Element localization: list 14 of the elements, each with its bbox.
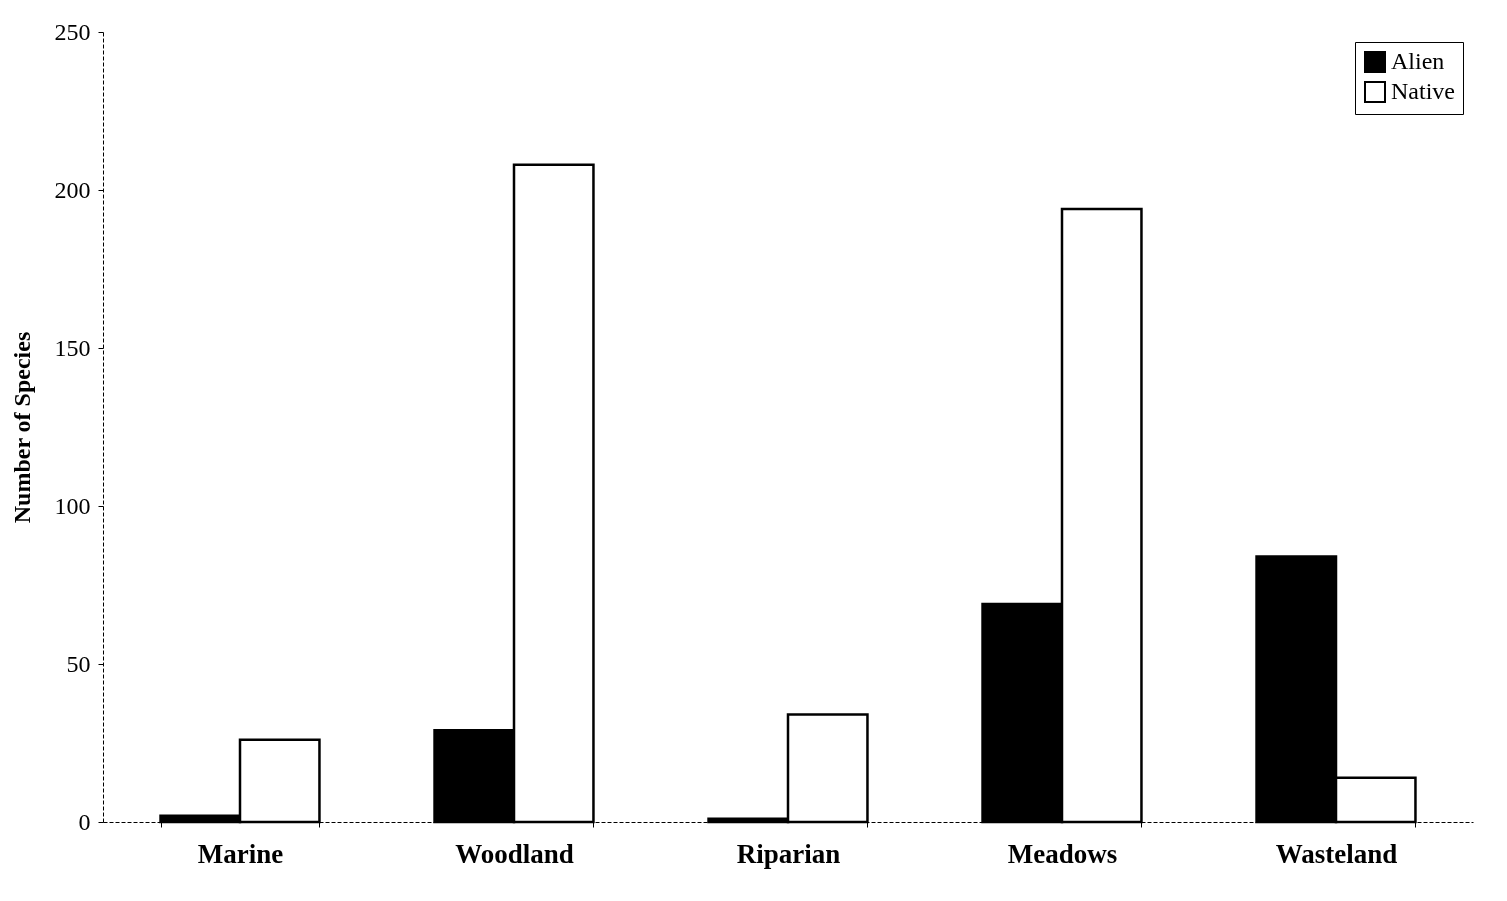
x-tick-label: Wasteland: [1275, 838, 1398, 869]
x-tick-label: Marine: [197, 838, 284, 869]
x-tick-label: Meadows: [1007, 838, 1118, 869]
x-tick-label: Woodland: [455, 838, 574, 869]
x-tick-label: Riparian: [736, 838, 841, 869]
y-tick-label: 100: [54, 492, 91, 519]
y-tick-label: 250: [54, 18, 91, 45]
y-tick-label: 150: [54, 334, 91, 361]
legend-label: Native: [1391, 78, 1455, 104]
y-axis-title: Number of Species: [8, 331, 35, 524]
y-tick-label: 50: [66, 650, 91, 677]
y-tick-label: 200: [54, 176, 91, 203]
y-tick-label: 0: [78, 808, 91, 835]
legend-label: Alien: [1391, 48, 1445, 74]
